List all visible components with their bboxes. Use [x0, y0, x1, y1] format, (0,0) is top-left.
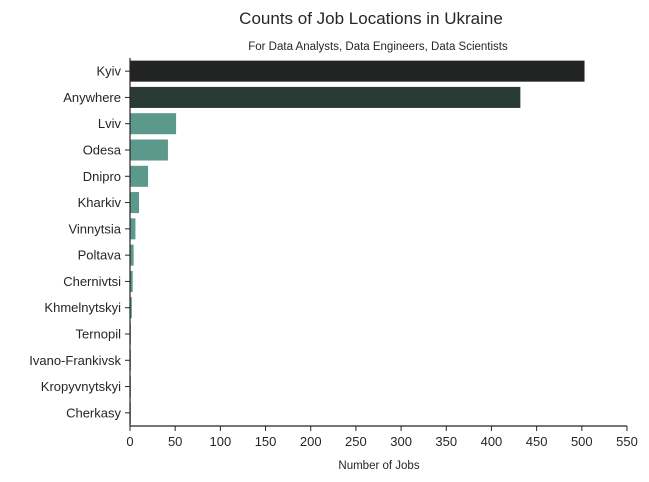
bar-lviv	[130, 113, 177, 135]
y-tick-label: Lviv	[98, 116, 122, 131]
x-tick-label: 0	[126, 434, 133, 449]
y-tick-label: Anywhere	[63, 90, 121, 105]
bar-kharkiv	[130, 192, 140, 214]
y-tick-label: Ivano-Frankivsk	[29, 353, 121, 368]
bar-anywhere	[130, 86, 521, 108]
bar-khmelnytskyi	[130, 297, 132, 319]
chart-title: Counts of Job Locations in Ukraine	[239, 9, 503, 28]
y-tick-label: Poltava	[78, 248, 122, 263]
y-tick-label: Dnipro	[83, 169, 121, 184]
y-tick-label: Kharkiv	[78, 195, 122, 210]
y-tick-label: Khmelnytskyi	[44, 300, 121, 315]
bar-dnipro	[130, 165, 149, 187]
bars-group	[130, 60, 585, 424]
y-tick-label: Ternopil	[75, 327, 121, 342]
x-tick-label: 100	[210, 434, 232, 449]
bar-odesa	[130, 139, 168, 161]
x-tick-label: 300	[390, 434, 412, 449]
bar-chernivtsi	[130, 270, 133, 292]
bar-vinnytsia	[130, 218, 136, 240]
bar-poltava	[130, 244, 134, 266]
x-tick-label: 500	[571, 434, 593, 449]
x-tick-label: 50	[168, 434, 182, 449]
x-tick-label: 550	[616, 434, 638, 449]
y-tick-label: Odesa	[83, 143, 122, 158]
x-ticks: 0 50 100 150 200 250 300 350 400 450 500 550	[126, 426, 638, 449]
x-tick-label: 200	[300, 434, 322, 449]
x-tick-label: 400	[481, 434, 503, 449]
x-axis-label: Number of Jobs	[338, 460, 419, 472]
chart-subtitle: For Data Analysts, Data Engineers, Data …	[248, 41, 508, 53]
y-tick-label: Chernivtsi	[63, 274, 121, 289]
y-tick-label: Kyiv	[96, 64, 121, 79]
y-tick-label: Vinnytsia	[68, 221, 121, 236]
x-tick-label: 450	[526, 434, 548, 449]
y-tick-label: Kropyvnytskyi	[41, 379, 121, 394]
bar-kyiv	[130, 60, 585, 82]
x-tick-label: 350	[435, 434, 457, 449]
x-tick-label: 250	[345, 434, 367, 449]
x-tick-label: 150	[255, 434, 277, 449]
y-tick-labels: Kyiv Anywhere Lviv Odesa Dnipro Kharkiv Vinnyt…	[29, 64, 130, 420]
y-tick-label: Cherkasy	[66, 405, 121, 420]
